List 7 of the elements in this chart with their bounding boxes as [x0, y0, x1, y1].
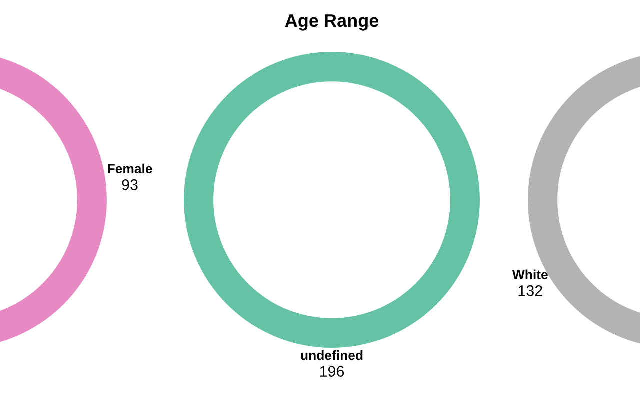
chart-title: Age Range — [285, 14, 379, 31]
data-label: 93 — [122, 180, 138, 190]
data-label: 132 — [518, 285, 542, 296]
slice-label: Female — [108, 164, 152, 174]
data-label: 196 — [320, 366, 344, 377]
slice-label: White — [512, 270, 548, 280]
slice-label: undefined — [301, 350, 363, 360]
